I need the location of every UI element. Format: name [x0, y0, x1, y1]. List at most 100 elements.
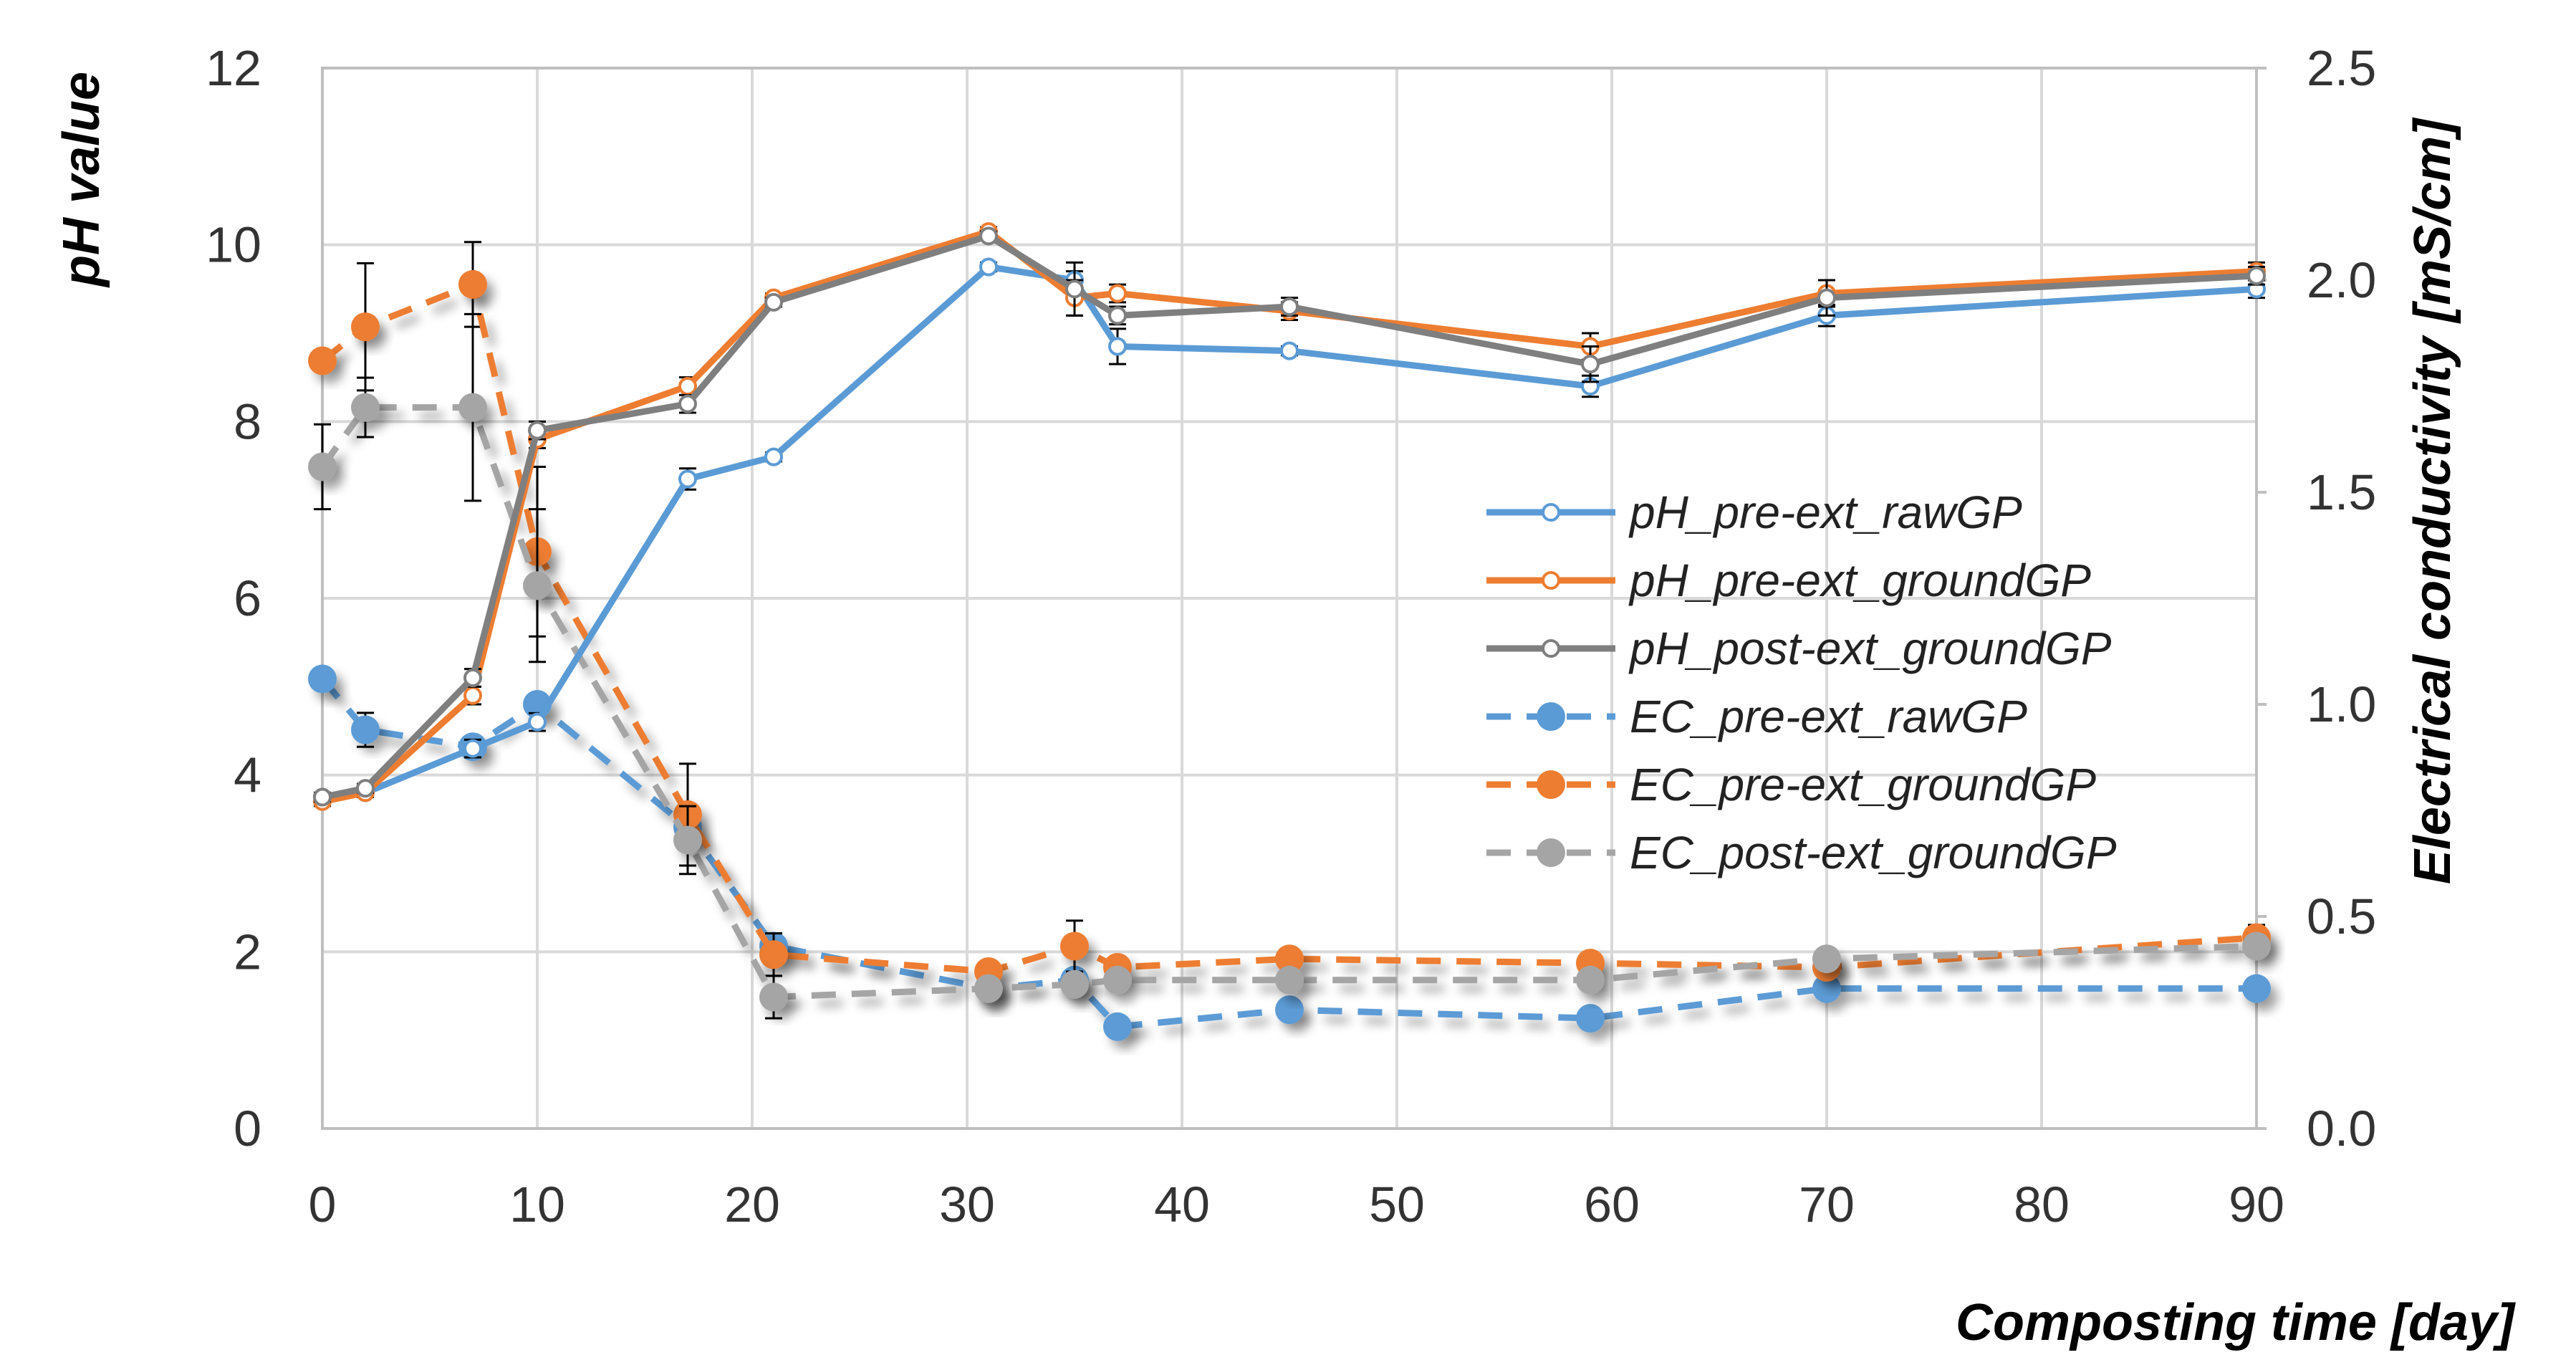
y-left-tick-label: 10	[206, 217, 261, 273]
data-point	[764, 447, 783, 466]
y-left-tick-label: 8	[234, 393, 261, 449]
data-point	[1275, 944, 1304, 974]
data-point	[1065, 279, 1084, 299]
x-tick-label: 70	[1799, 1177, 1855, 1232]
x-tick-label: 80	[2014, 1177, 2070, 1232]
data-point	[673, 825, 702, 855]
data-point	[678, 469, 697, 489]
data-point	[2242, 974, 2271, 1003]
legend-swatch-marker	[1537, 702, 1565, 731]
data-point	[1060, 969, 1089, 999]
data-point	[1103, 1012, 1132, 1041]
y-left-tick-label: 0	[234, 1101, 261, 1156]
data-point	[356, 779, 375, 798]
legend-label: EC_pre-ext_groundGP	[1630, 759, 2096, 810]
data-point	[979, 226, 998, 246]
legend-label: pH_pre-ext_rawGP	[1628, 487, 2022, 538]
data-point	[1576, 965, 1605, 995]
data-point	[764, 292, 783, 312]
legend-swatch-marker	[1542, 571, 1560, 590]
data-point	[1576, 1004, 1605, 1033]
series-layer	[308, 222, 2271, 1041]
data-point	[1812, 944, 1841, 974]
tick-layer: 0 10 20 30 40 50 60 70 80 90 0 2 4 6 8 10 12 0.0 0.5 1.0 1.5…	[206, 40, 2376, 1232]
legend-item-ph-pre-ext-rawgp: pH_pre-ext_rawGP	[1486, 487, 2022, 538]
legend-item-ec-pre-ext-groundgp: EC_pre-ext_groundGP	[1486, 759, 2096, 810]
data-point	[463, 686, 482, 705]
x-tick-label: 10	[509, 1177, 565, 1232]
legend-item-ph-pre-ext-groundgp: pH_pre-ext_groundGP	[1486, 555, 2091, 606]
data-point	[1103, 965, 1132, 995]
x-axis-title: Composting time [day]	[1956, 1294, 2516, 1351]
data-point	[974, 974, 1003, 1003]
series-ec-post-ext-groundgp	[308, 312, 2271, 1020]
data-point	[308, 664, 337, 694]
data-point	[528, 712, 547, 732]
data-point	[678, 377, 697, 396]
y-axis-right-title: Electrical conductivity [mS/cm]	[2404, 118, 2461, 884]
y-right-tick-label: 1.5	[2307, 464, 2376, 520]
data-point	[1280, 297, 1299, 316]
data-point	[1817, 288, 1836, 307]
data-point	[308, 346, 337, 375]
data-point	[351, 312, 380, 342]
x-tick-label: 90	[2229, 1177, 2284, 1232]
legend-item-ec-pre-ext-rawgp: EC_pre-ext_rawGP	[1486, 691, 2027, 742]
data-point	[463, 739, 482, 758]
legend: pH_pre-ext_rawGP pH_pre-ext_groundGP pH_po…	[1486, 487, 2117, 878]
y-left-tick-label: 6	[234, 570, 261, 626]
y-right-tick-label: 0.0	[2307, 1101, 2376, 1156]
legend-label: pH_pre-ext_groundGP	[1628, 555, 2091, 606]
y-left-tick-label: 2	[234, 924, 261, 979]
legend-swatch-marker	[1537, 770, 1565, 799]
y-left-tick-label: 12	[206, 40, 261, 96]
series-ph-post-ext-groundgp	[313, 226, 2266, 807]
legend-swatch-marker	[1542, 503, 1560, 522]
legend-swatch-marker	[1537, 838, 1565, 867]
data-point	[2247, 266, 2266, 285]
legend-label: EC_post-ext_groundGP	[1630, 827, 2117, 878]
data-point	[528, 421, 547, 440]
data-point	[979, 257, 998, 277]
x-tick-label: 50	[1369, 1177, 1425, 1232]
y-right-tick-label: 1.0	[2307, 676, 2376, 732]
data-point	[313, 787, 332, 807]
y-axis-left-title: pH value	[53, 72, 110, 288]
x-tick-label: 30	[939, 1177, 995, 1232]
x-tick-label: 0	[309, 1177, 337, 1232]
data-point	[351, 715, 380, 744]
plot-frame	[321, 67, 2258, 1130]
y-left-tick-label: 4	[234, 747, 261, 803]
legend-swatch-marker	[1542, 639, 1560, 658]
data-point	[458, 269, 487, 299]
data-point	[1108, 284, 1127, 303]
legend-item-ph-post-ext-groundgp: pH_post-ext_groundGP	[1486, 623, 2112, 674]
legend-label: pH_post-ext_groundGP	[1628, 623, 2112, 674]
data-point	[759, 982, 788, 1012]
data-point	[759, 940, 788, 969]
data-point	[1108, 306, 1127, 325]
data-point	[1812, 974, 1841, 1003]
data-point	[458, 393, 487, 422]
data-point	[1581, 355, 1600, 374]
data-point	[1060, 931, 1089, 961]
x-tick-label: 60	[1584, 1177, 1640, 1232]
data-point	[351, 393, 380, 422]
legend-label: EC_pre-ext_rawGP	[1630, 691, 2027, 742]
y-right-tick-label: 2.5	[2307, 40, 2376, 96]
y-right-tick-label: 0.5	[2307, 888, 2376, 944]
data-point	[1275, 965, 1304, 995]
data-point	[1275, 995, 1304, 1025]
data-point	[463, 669, 482, 687]
data-point	[523, 571, 552, 600]
x-tick-label: 40	[1154, 1177, 1210, 1232]
x-tick-label: 20	[724, 1177, 780, 1232]
legend-item-ec-post-ext-groundgp: EC_post-ext_groundGP	[1486, 827, 2117, 878]
data-point	[308, 452, 337, 482]
data-point	[1280, 341, 1299, 360]
data-point	[678, 394, 697, 413]
data-point	[2242, 931, 2271, 961]
data-point	[1108, 337, 1127, 356]
